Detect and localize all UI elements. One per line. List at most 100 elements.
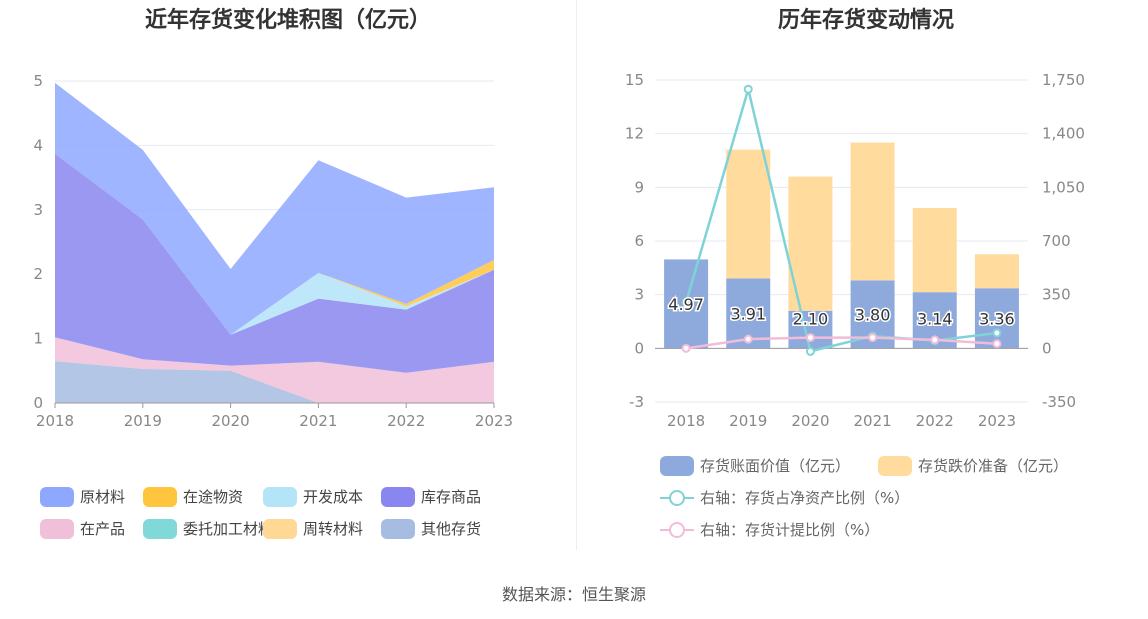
legend-swatch — [660, 455, 694, 476]
right-tick-label: 350 — [1042, 286, 1071, 304]
bar-存货跌价准备（亿元） — [912, 208, 957, 293]
legend-item[interactable]: 在产品 — [40, 518, 125, 539]
legend-label: 存货账面价值（亿元） — [700, 457, 851, 475]
legend-swatch — [263, 486, 297, 507]
chart-title-right: 历年存货变动情况 — [777, 8, 954, 33]
bar-存货账面价值（亿元） — [974, 288, 1019, 349]
x-tick-label: 2023 — [978, 412, 1016, 430]
y-tick-label: 5 — [33, 72, 43, 90]
legend-label: 库存商品 — [421, 488, 482, 506]
bar-value-label: 2.10 — [793, 309, 829, 328]
left-tick-label: 3 — [634, 286, 644, 304]
legend-label: 在产品 — [80, 520, 126, 538]
line-point — [805, 346, 815, 356]
legend-item[interactable]: 右轴：存货计提比例（%） — [660, 519, 879, 540]
y-tick-label: 2 — [33, 265, 43, 283]
x-tick-label: 2021 — [299, 412, 337, 430]
legend-item[interactable]: 其他存货 — [381, 518, 481, 539]
line-point — [681, 343, 691, 353]
line-point — [743, 84, 753, 94]
bar-line-chart: -3 -350 0 0 3 350 6 700 9 1,050 12 1,400 15 1,750 4.97… — [625, 71, 1085, 430]
line-point — [681, 297, 691, 307]
legend-swatch — [381, 486, 415, 507]
legend-label: 右轴：存货占净资产比例（%） — [700, 489, 910, 507]
legend-label: 存货跌价准备（亿元） — [918, 457, 1069, 475]
left-tick-label: 15 — [625, 71, 644, 89]
x-tick-label: 2018 — [36, 412, 74, 430]
area-在产品 — [55, 337, 494, 403]
x-tick-label: 2019 — [124, 412, 162, 430]
legend-item[interactable]: 原材料 — [40, 486, 125, 507]
bar-存货跌价准备（亿元） — [726, 149, 771, 279]
data-source: 数据来源：恒生聚源 — [501, 585, 646, 604]
legend-swatch — [660, 520, 694, 540]
left-tick-label: 9 — [634, 178, 644, 196]
legend-item[interactable]: 存货账面价值（亿元） — [660, 455, 850, 476]
x-tick-label: 2019 — [729, 412, 767, 430]
x-tick-label: 2023 — [475, 412, 513, 430]
line-point — [992, 328, 1002, 338]
legend-swatch — [660, 488, 694, 508]
bar-value-label: 3.36 — [979, 309, 1015, 328]
bar-存货跌价准备（亿元） — [850, 142, 895, 281]
legend-swatch — [40, 518, 74, 539]
line-右轴：存货计提比例（%） — [685, 336, 997, 350]
line-point — [992, 339, 1002, 349]
legend-label: 其他存货 — [421, 520, 482, 538]
right-tick-label: 1,400 — [1042, 125, 1085, 143]
legend-label: 开发成本 — [303, 488, 364, 506]
legend-label: 委托加工材料 — [183, 520, 274, 538]
line-point — [868, 333, 878, 343]
legend-label: 右轴：存货计提比例（%） — [700, 521, 880, 539]
area-原材料 — [55, 82, 494, 335]
right-tick-label: 0 — [1042, 339, 1052, 357]
left-tick-label: -3 — [629, 393, 644, 411]
x-tick-label: 2022 — [387, 412, 425, 430]
legend-item[interactable]: 开发成本 — [263, 486, 363, 507]
stacked-area-chart: 0 1 2 3 4 5 2018 2019 2020 2021 2022 2023 — [33, 72, 513, 430]
right-tick-label: -350 — [1042, 393, 1076, 411]
bar-value-label: 3.80 — [855, 305, 891, 324]
area-库存商品 — [55, 153, 494, 373]
chart-title-left: 近年存货变化堆积图（亿元） — [144, 8, 431, 33]
legend-item[interactable]: 右轴：存货占净资产比例（%） — [660, 487, 909, 508]
bar-value-label: 3.14 — [917, 309, 953, 328]
legend-item[interactable]: 委托加工材料 — [143, 518, 273, 539]
legend-swatch — [143, 518, 177, 539]
x-tick-label: 2018 — [667, 412, 705, 430]
line-point — [743, 334, 753, 344]
x-tick-label: 2021 — [853, 412, 891, 430]
legend-label: 周转材料 — [303, 520, 364, 538]
legend-swatch — [381, 518, 415, 539]
line-point — [805, 333, 815, 343]
x-tick-label: 2020 — [212, 412, 250, 430]
left-tick-label: 12 — [625, 125, 644, 143]
right-tick-label: 1,050 — [1042, 178, 1085, 196]
y-tick-label: 1 — [33, 330, 43, 348]
legend-swatch — [263, 518, 297, 539]
left-tick-label: 6 — [634, 232, 644, 250]
line-point — [930, 335, 940, 345]
legend-item[interactable]: 周转材料 — [263, 518, 363, 539]
y-tick-label: 4 — [33, 136, 43, 154]
legend-label: 原材料 — [80, 488, 126, 506]
legend-label: 在途物资 — [183, 488, 244, 506]
legend-swatch — [143, 486, 177, 507]
right-tick-label: 700 — [1042, 232, 1071, 250]
legend-item[interactable]: 存货跌价准备（亿元） — [878, 455, 1068, 476]
x-tick-label: 2022 — [916, 412, 954, 430]
left-tick-label: 0 — [634, 339, 644, 357]
y-tick-label: 3 — [33, 201, 43, 219]
bar-value-label: 4.97 — [668, 295, 704, 314]
bar-存货跌价准备（亿元） — [974, 254, 1019, 289]
x-tick-label: 2020 — [791, 412, 829, 430]
right-tick-label: 1,750 — [1042, 71, 1085, 89]
legend-item[interactable]: 库存商品 — [381, 486, 481, 507]
legend-swatch — [40, 486, 74, 507]
panel-divider — [576, 0, 577, 550]
y-tick-label: 0 — [33, 394, 43, 412]
area-其他存货 — [55, 361, 494, 403]
legend-swatch — [878, 455, 912, 476]
legend-item[interactable]: 在途物资 — [143, 486, 243, 507]
bar-value-label: 3.91 — [730, 304, 766, 323]
